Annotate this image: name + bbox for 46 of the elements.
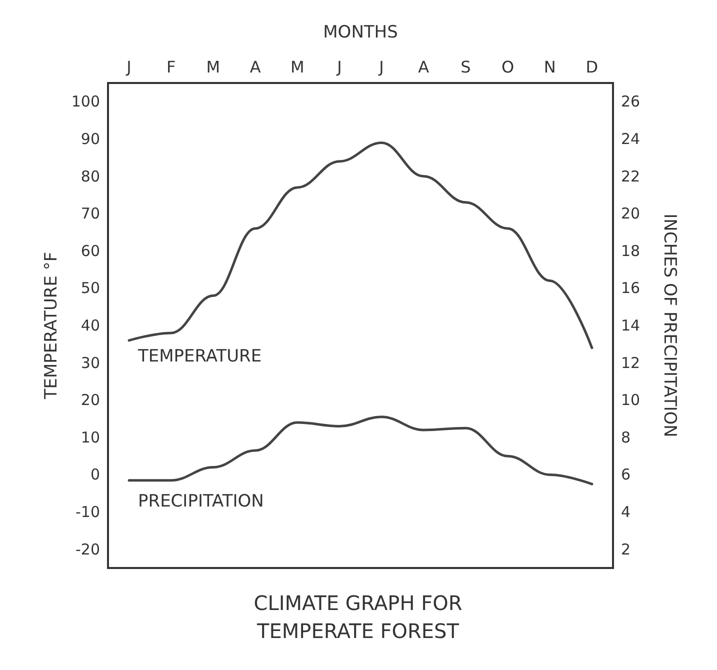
y-tick-label: -20 (76, 540, 100, 558)
y2-tick-label: 14 (621, 316, 640, 334)
x-tick-label: J (336, 58, 342, 76)
text: CLIMATE GRAPH FOR TEMPERATE FOREST (254, 591, 462, 643)
y2-tick-label: 4 (621, 503, 631, 522)
x-axis-title: MONTHS (323, 22, 398, 42)
x-tick-label: N (544, 58, 556, 76)
y2-tick-label: 16 (621, 279, 640, 298)
y-tick-label: 80 (80, 167, 100, 186)
x-tick-label: S (460, 58, 471, 76)
line-series (128, 141, 594, 350)
series-label: PRECIPITATION (138, 492, 264, 512)
y-tick-label: -10 (76, 503, 100, 522)
y2-tick-label: 6 (621, 466, 631, 484)
y2-tick-label: 8 (621, 428, 631, 446)
y2-tick-label: 20 (621, 204, 640, 223)
y2-tick-label: 24 (621, 130, 640, 148)
y-tick-label: 30 (80, 354, 100, 372)
y2-tick-label: 26 (621, 92, 640, 111)
x-tick-label: J (378, 58, 384, 76)
x-tick-label: O (501, 58, 514, 76)
y2-tick-label: 12 (621, 354, 640, 372)
y2-tick-label: 22 (621, 167, 640, 186)
line-series (128, 416, 594, 486)
y2-axis-title: INCHES OF PRECIPITATION (660, 214, 680, 438)
y-tick-label: 100 (71, 92, 100, 111)
y-tick-label: 20 (80, 391, 100, 410)
y-axis-title: TEMPERATURE °F (42, 252, 62, 400)
y-tick-label: 90 (80, 130, 100, 148)
x-tick-label: D (586, 58, 598, 76)
x-tick-label: F (166, 58, 176, 76)
y-tick-label: 10 (80, 428, 100, 446)
x-tick-label: M (206, 58, 220, 76)
y2-tick-label: 18 (621, 242, 640, 260)
x-tick-label: J (126, 58, 132, 76)
y-tick-label: 40 (80, 316, 100, 334)
y2-tick-label: 10 (621, 391, 640, 410)
x-tick-label: A (250, 58, 261, 76)
series-label: TEMPERATURE (137, 346, 262, 366)
y-tick-label: 60 (80, 242, 100, 260)
x-tick-label: M (290, 58, 304, 76)
y-tick-label: 70 (80, 204, 100, 223)
y-tick-label: 50 (80, 279, 100, 298)
y-tick-label: 0 (90, 466, 100, 484)
x-tick-label: A (418, 58, 430, 76)
y2-tick-label: 2 (621, 540, 631, 558)
